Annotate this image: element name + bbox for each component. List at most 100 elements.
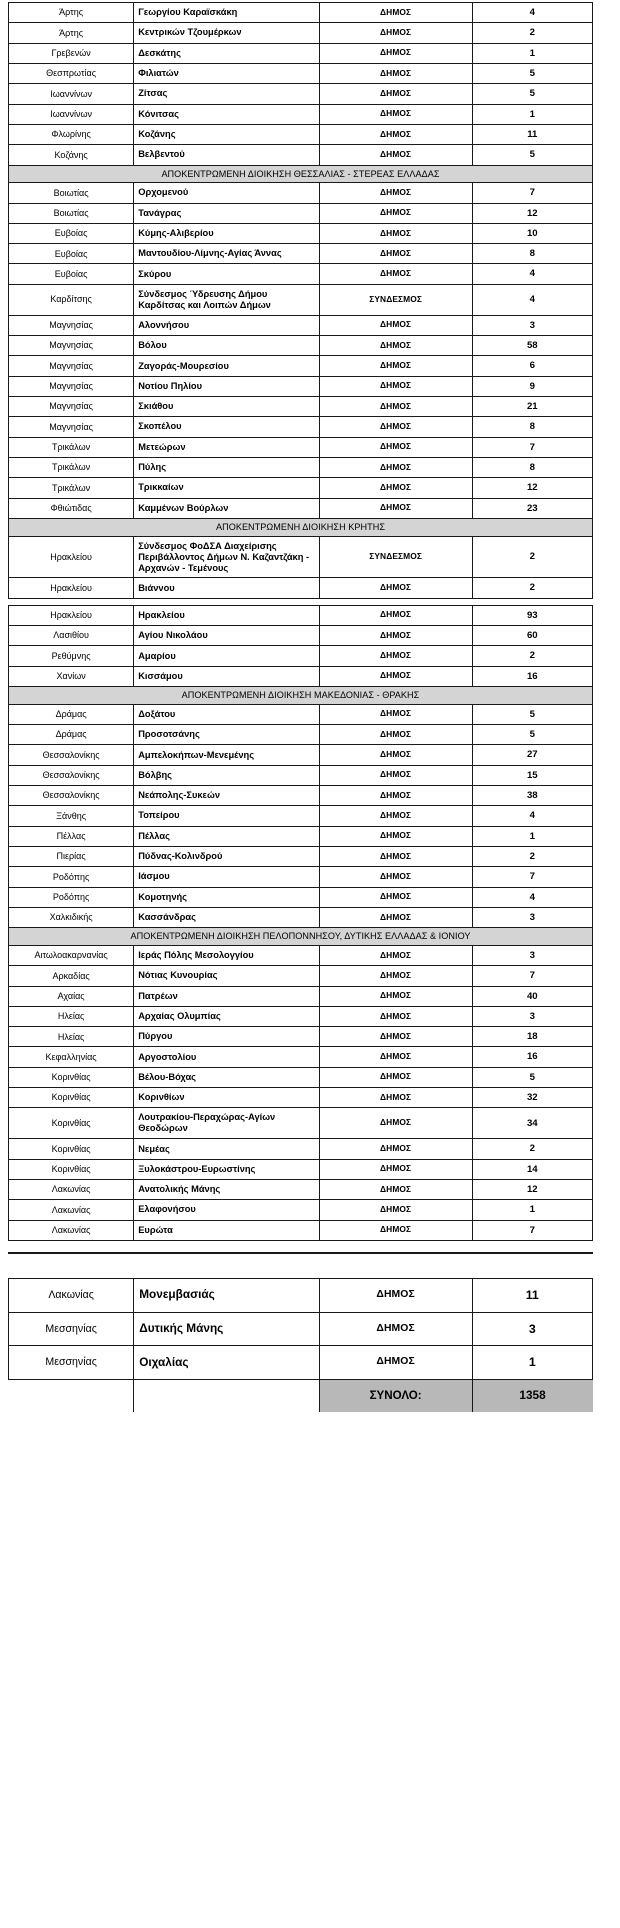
table-row: Δράμας Δοξάτου ΔΗΜΟΣ 5 <box>7 703 594 726</box>
cell-count: 3 <box>471 906 594 929</box>
cell-entity-type: ΔΗΜΟΣ <box>318 886 473 908</box>
table-row: Φλωρίνης Κοζάνης ΔΗΜΟΣ 11 <box>7 123 594 146</box>
cell-count: 16 <box>471 665 594 688</box>
cell-prefecture: Αρκαδίας <box>7 965 135 987</box>
municipalities-table-part-3: Λακωνίας Μονεμβασιάς ΔΗΜΟΣ 11 Μεσσηνίας Δυτικ… <box>7 1277 594 1412</box>
cell-prefecture: Μαγνησίας <box>7 335 135 357</box>
table-row: Ιωαννίνων Ζίτσας ΔΗΜΟΣ 5 <box>7 83 594 105</box>
table-row: Ηλείας Αρχαίας Ολυμπίας ΔΗΜΟΣ 3 <box>7 1005 594 1028</box>
cell-entity-name: Ευρώτα <box>133 1219 320 1241</box>
cell-entity-type: ΔΗΜΟΣ <box>318 335 473 357</box>
cell-count: 2 <box>471 577 594 599</box>
cell-entity-name: Νεάπολης-Συκεών <box>133 784 320 807</box>
cell-count: 93 <box>471 604 594 627</box>
cell-prefecture: Λακωνίας <box>7 1178 135 1201</box>
cell-prefecture: Λακωνίας <box>7 1199 135 1221</box>
cell-entity-type: ΔΗΜΟΣ <box>318 906 473 929</box>
table-row: Πιερίας Πύδνας-Κολινδρού ΔΗΜΟΣ 2 <box>7 845 594 868</box>
cell-entity-name: Καμμένων Βούρλων <box>133 497 320 519</box>
section-header-label: ΑΠΟΚΕΝΤΡΩΜΕΝΗ ΔΙΟΙΚΗΣΗ ΚΡΗΤΗΣ <box>8 517 593 537</box>
cell-entity-type: ΔΗΜΟΣ <box>318 182 473 204</box>
cell-count: 7 <box>471 436 594 458</box>
cell-entity-type: ΔΗΜΟΣ <box>318 744 473 766</box>
cell-entity-type: ΔΗΜΟΣ <box>318 1107 473 1140</box>
table-row: Αρκαδίας Νότιας Κυνουρίας ΔΗΜΟΣ 7 <box>7 965 594 987</box>
cell-entity-type: ΣΥΝΔΕΣΜΟΣ <box>318 283 473 316</box>
table-row: Αιτωλοακαρνανίας Ιεράς Πόλης Μεσολογγίου Δ… <box>7 944 594 967</box>
cell-entity-name: Αγίου Νικολάου <box>133 625 320 647</box>
cell-entity-name: Σύνδεσμος ΦοΔΣΑ Διαχείρισης Περιβάλλοντο… <box>133 535 320 579</box>
cell-entity-name: Βόλβης <box>133 764 320 787</box>
table-body-part-1: Άρτης Γεωργίου Καραϊσκάκη ΔΗΜΟΣ 4 Άρτης Κεντρ… <box>7 1 594 599</box>
cell-entity-type: ΔΗΜΟΣ <box>318 1026 473 1048</box>
cell-entity-name: Δυτικής Μάνης <box>133 1311 320 1347</box>
cell-entity-type: ΔΗΜΟΣ <box>318 866 473 888</box>
cell-count: 6 <box>471 355 594 377</box>
table-row: Τρικάλων Πύλης ΔΗΜΟΣ 8 <box>7 456 594 479</box>
table-row: Μαγνησίας Σκιάθου ΔΗΜΟΣ 21 <box>7 395 594 418</box>
table-row: Ευβοίας Σκύρου ΔΗΜΟΣ 4 <box>7 263 594 285</box>
cell-count: 16 <box>471 1046 594 1068</box>
total-row: ΣΥΝΟΛΟ: 1358 <box>8 1378 593 1412</box>
cell-entity-type: ΔΗΜΟΣ <box>318 22 473 44</box>
cell-entity-name: Τρικκαίων <box>133 477 320 499</box>
cell-prefecture: Ηρακλείου <box>7 577 135 599</box>
cell-entity-name: Ιεράς Πόλης Μεσολογγίου <box>133 944 320 967</box>
cell-entity-name: Σύνδεσμος Ύδρευσης Δήμου Καρδίτσας και Λ… <box>133 283 320 316</box>
section-header-row: ΑΠΟΚΕΝΤΡΩΜΕΝΗ ΔΙΟΙΚΗΣΗ ΠΕΛΟΠΟΝΝΗΣΟΥ, ΔΥΤ… <box>8 927 593 946</box>
table-row: Βοιωτίας Τανάγρας ΔΗΜΟΣ 12 <box>7 202 594 224</box>
table-row: Ηρακλείου Βιάννου ΔΗΜΟΣ 2 <box>7 577 594 599</box>
cell-entity-name: Βιάννου <box>133 577 320 599</box>
cell-prefecture: Μαγνησίας <box>7 355 135 377</box>
table-row: Ξάνθης Τοπείρου ΔΗΜΟΣ 4 <box>7 805 594 827</box>
cell-count: 1 <box>471 1345 594 1380</box>
cell-prefecture: Θεσσαλονίκης <box>7 764 135 787</box>
cell-prefecture: Μεσσηνίας <box>7 1311 135 1347</box>
cell-prefecture: Τρικάλων <box>7 456 135 479</box>
cell-prefecture: Φθιώτιδας <box>7 497 135 519</box>
cell-entity-name: Δοξάτου <box>133 703 320 726</box>
cell-entity-name: Λουτρακίου-Περαχώρας-Αγίων Θεοδώρων <box>133 1107 320 1140</box>
cell-entity-name: Φιλιατών <box>133 62 320 85</box>
cell-count: 3 <box>471 944 594 967</box>
cell-entity-name: Κισσάμου <box>133 665 320 688</box>
cell-count: 2 <box>471 22 594 44</box>
table-row: Κοζάνης Βελβεντού ΔΗΜΟΣ 5 <box>7 144 594 166</box>
cell-entity-type: ΔΗΜΟΣ <box>318 103 473 125</box>
cell-prefecture: Γρεβενών <box>7 42 135 64</box>
table-row: Αχαίας Πατρέων ΔΗΜΟΣ 40 <box>7 985 594 1007</box>
cell-count: 2 <box>471 535 594 579</box>
table-row: Μαγνησίας Αλοννήσου ΔΗΜΟΣ 3 <box>7 314 594 337</box>
table-row: Λακωνίας Μονεμβασιάς ΔΗΜΟΣ 11 <box>7 1277 594 1313</box>
cell-count: 32 <box>471 1087 594 1109</box>
cell-prefecture: Μαγνησίας <box>7 416 135 438</box>
section-header-label: ΑΠΟΚΕΝΤΡΩΜΕΝΗ ΔΙΟΙΚΗΣΗ ΘΕΣΣΑΛΙΑΣ - ΣΤΕΡΕ… <box>8 164 593 184</box>
cell-entity-name: Ζίτσας <box>133 83 320 105</box>
cell-entity-name: Νοτίου Πηλίου <box>133 375 320 397</box>
cell-count: 11 <box>471 1277 594 1313</box>
cell-entity-name: Πύργου <box>133 1026 320 1048</box>
cell-prefecture: Αχαίας <box>7 985 135 1007</box>
table-row: Ιωαννίνων Κόνιτσας ΔΗΜΟΣ 1 <box>7 103 594 125</box>
cell-prefecture: Μαγνησίας <box>7 314 135 337</box>
total-blank-entity <box>133 1378 320 1412</box>
cell-entity-type: ΔΗΜΟΣ <box>318 825 473 847</box>
table-row: Φθιώτιδας Καμμένων Βούρλων ΔΗΜΟΣ 23 <box>7 497 594 519</box>
cell-entity-name: Μετεώρων <box>133 436 320 458</box>
cell-entity-name: Βέλου-Βόχας <box>133 1066 320 1089</box>
cell-count: 15 <box>471 764 594 787</box>
table-row: Μεσσηνίας Οιχαλίας ΔΗΜΟΣ 1 <box>7 1345 594 1380</box>
cell-entity-type: ΔΗΜΟΣ <box>318 123 473 146</box>
cell-entity-name: Ορχομενού <box>133 182 320 204</box>
cell-prefecture: Βοιωτίας <box>7 182 135 204</box>
table-row: Θεσσαλονίκης Βόλβης ΔΗΜΟΣ 15 <box>7 764 594 787</box>
cell-prefecture: Θεσσαλονίκης <box>7 784 135 807</box>
cell-entity-type: ΔΗΜΟΣ <box>318 604 473 627</box>
table-row: Μαγνησίας Βόλου ΔΗΜΟΣ 58 <box>7 335 594 357</box>
cell-count: 12 <box>471 1178 594 1201</box>
cell-entity-type: ΔΗΜΟΣ <box>318 645 473 667</box>
cell-entity-name: Ελαφονήσου <box>133 1199 320 1221</box>
cell-count: 5 <box>471 62 594 85</box>
cell-entity-type: ΔΗΜΟΣ <box>318 1046 473 1068</box>
section-header-row: ΑΠΟΚΕΝΤΡΩΜΕΝΗ ΔΙΟΙΚΗΣΗ ΘΕΣΣΑΛΙΑΣ - ΣΤΕΡΕ… <box>8 164 593 184</box>
